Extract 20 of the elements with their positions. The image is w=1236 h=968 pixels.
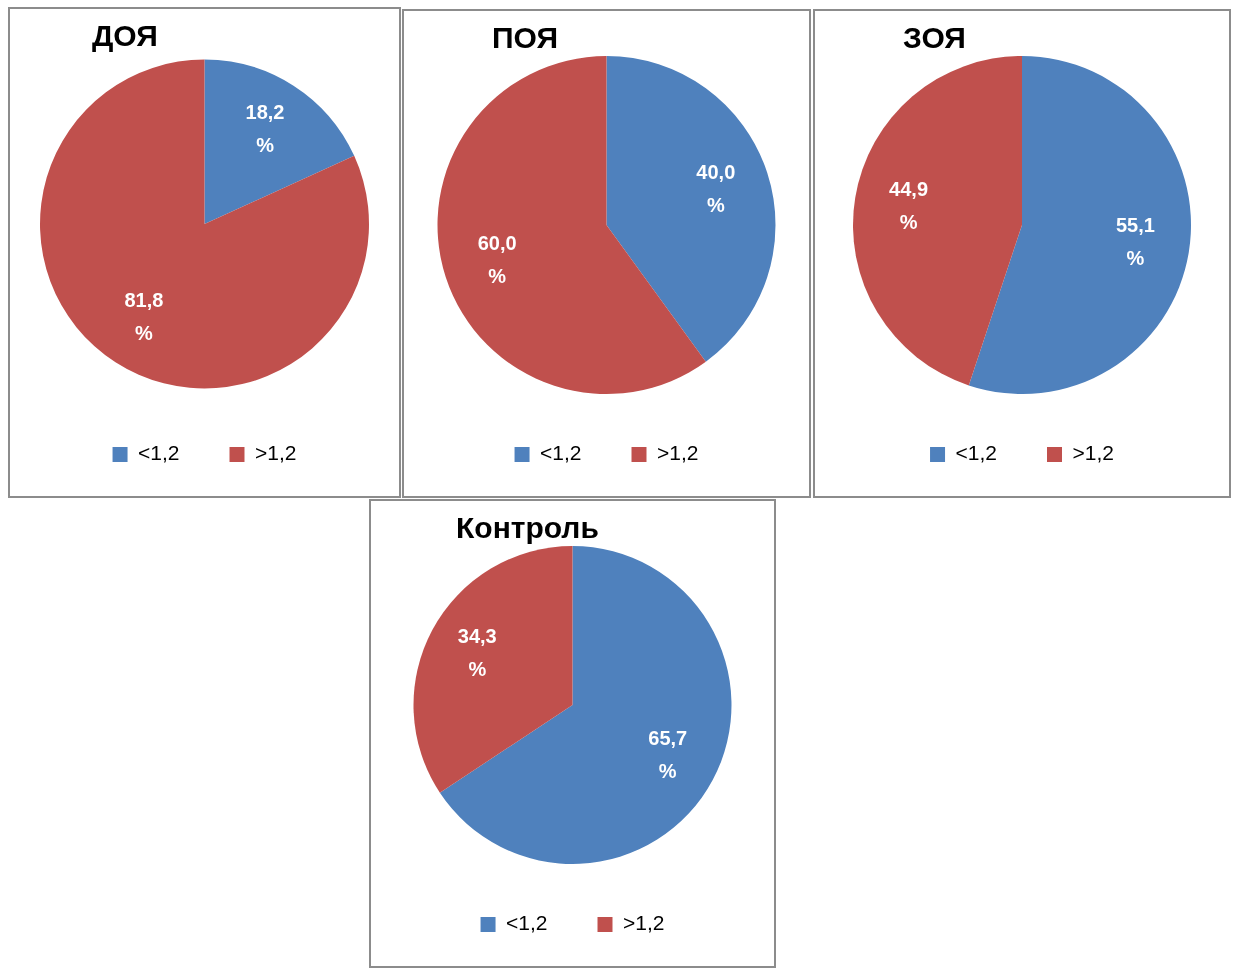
data-label: 81,8 % [124,289,164,345]
chart-title: Контроль [456,511,599,545]
legend-label: <1,2 [955,441,998,465]
legend-label: <1,2 [138,441,180,465]
legend-label: >1,2 [1072,441,1114,465]
legend-label: >1,2 [255,441,297,465]
legend-label: <1,2 [540,441,582,465]
legend-label: <1,2 [506,911,548,935]
data-label: 55,1 % [1115,214,1155,270]
data-label: 40,0 % [696,160,736,216]
chart-title: ЗОЯ [903,21,966,55]
data-label: 44,9 % [889,177,929,233]
chart-title: ДОЯ [92,19,158,53]
data-label: 65,7 % [648,727,688,783]
data-label: 18,2 % [245,100,285,156]
data-label: 34,3 % [457,624,497,680]
data-label: 60,0 % [477,231,517,287]
legend-label: >1,2 [623,911,665,935]
chart-title: ПОЯ [492,21,559,55]
legend-label: >1,2 [657,441,699,465]
